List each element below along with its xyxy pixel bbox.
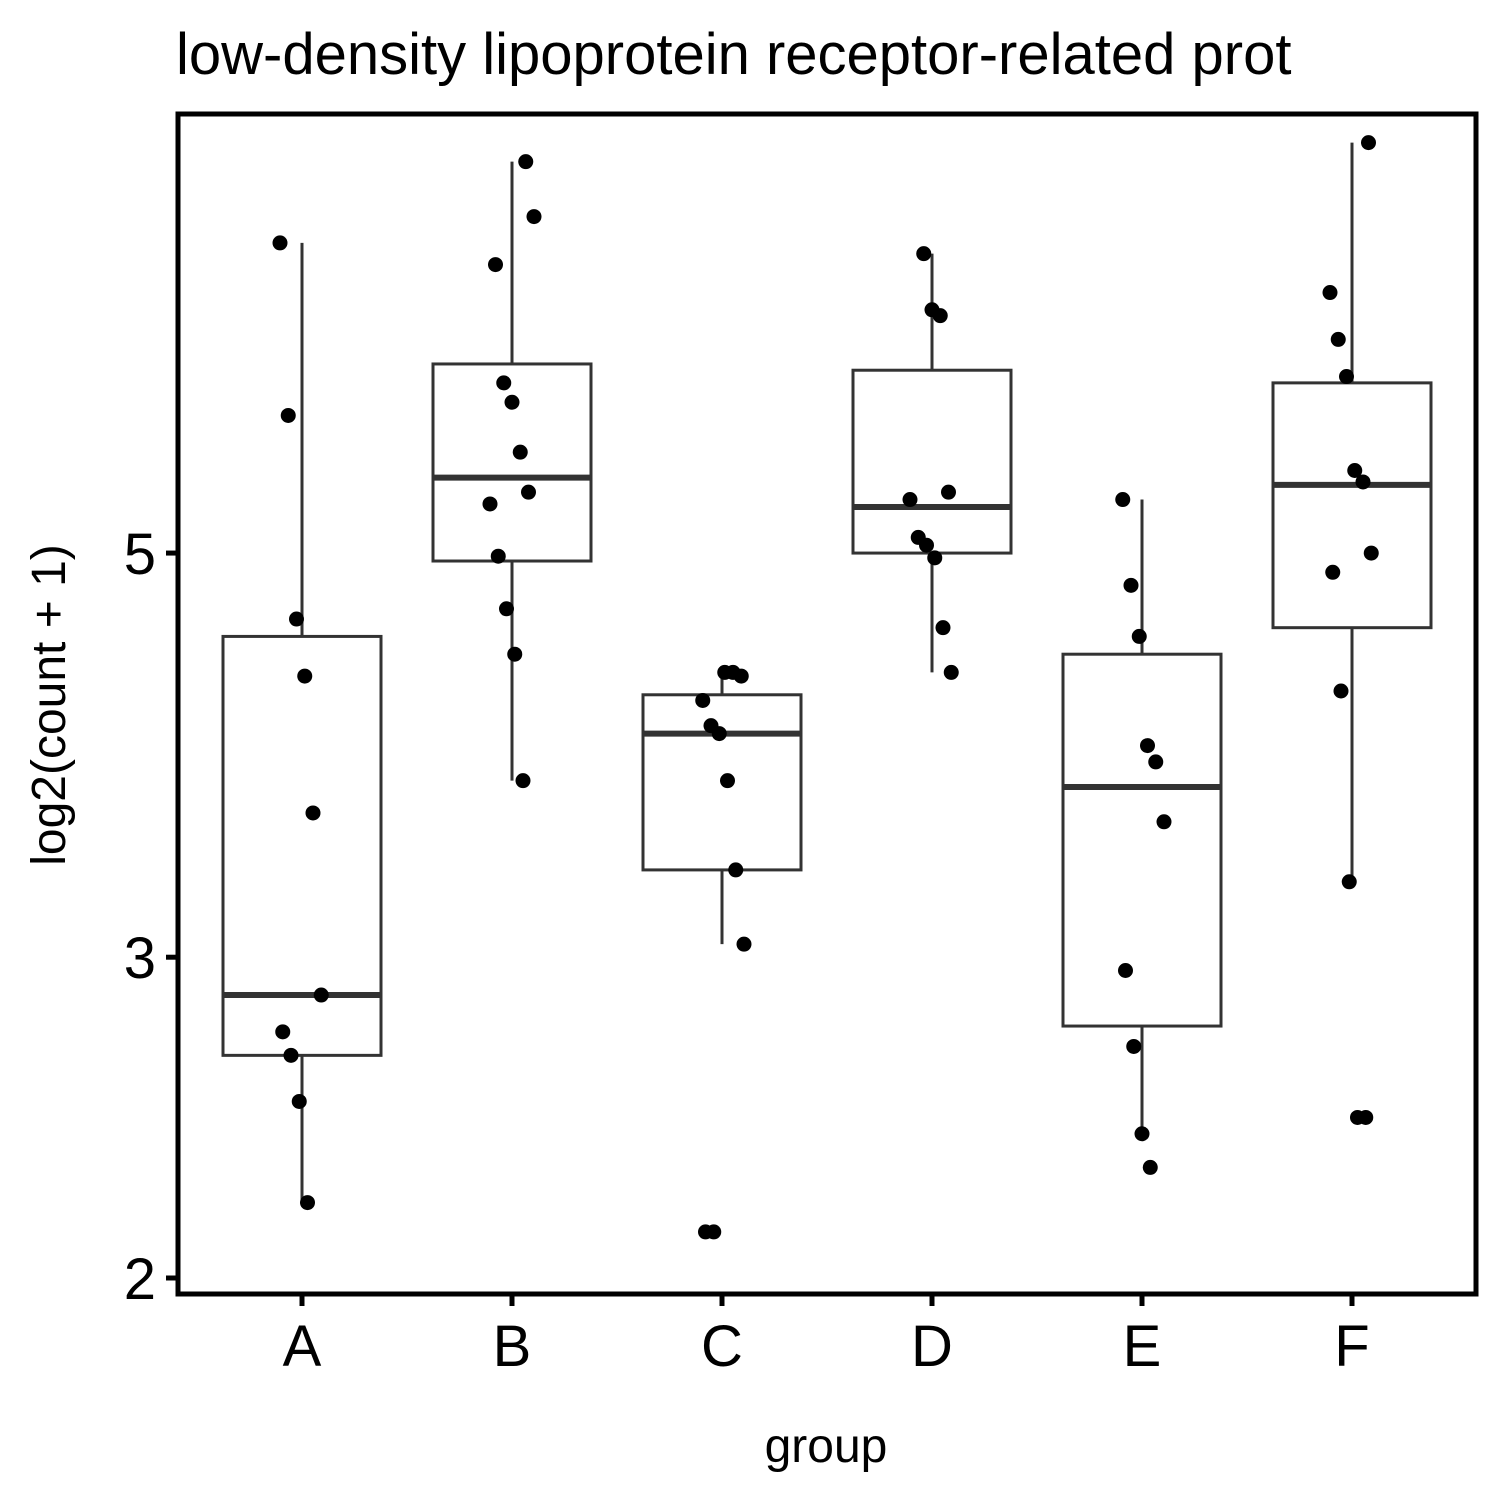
data-point <box>935 620 951 636</box>
data-point <box>1140 738 1155 754</box>
y-tick-label: 3 <box>124 926 156 991</box>
data-point <box>499 601 514 617</box>
y-tick-label: 2 <box>124 1247 156 1312</box>
data-point <box>300 1195 315 1211</box>
points-group-d <box>902 246 959 680</box>
data-point <box>504 394 520 410</box>
plot-area <box>221 135 1433 1240</box>
data-point <box>526 209 542 225</box>
data-point <box>1325 564 1341 580</box>
points-group-c <box>695 664 752 1240</box>
data-point <box>275 1024 291 1040</box>
data-point <box>297 668 313 684</box>
data-point <box>1322 285 1338 301</box>
data-point <box>1358 1109 1374 1125</box>
data-point <box>289 611 304 627</box>
data-point <box>1355 474 1371 490</box>
data-point <box>1142 1159 1158 1175</box>
data-point <box>482 496 498 512</box>
data-point <box>1123 577 1139 593</box>
data-point <box>518 154 534 170</box>
data-point <box>728 862 744 878</box>
x-tick-label: E <box>1123 1314 1162 1379</box>
box-group-f <box>1271 142 1433 882</box>
x-axis-title: group <box>765 1420 888 1473</box>
data-point <box>1118 963 1133 979</box>
data-point <box>1333 683 1349 699</box>
data-point <box>1339 369 1354 385</box>
box-group-c <box>641 672 803 945</box>
data-point <box>720 773 735 789</box>
box-iqr <box>1061 652 1223 1028</box>
data-point <box>490 548 506 564</box>
data-point <box>1134 1126 1150 1142</box>
data-point <box>283 1047 299 1063</box>
points-group-b <box>482 154 542 789</box>
data-point <box>305 805 321 821</box>
box-group-b <box>431 161 593 781</box>
box-iqr <box>431 362 593 563</box>
data-point <box>1363 545 1379 561</box>
data-point <box>1347 463 1363 479</box>
box-iqr <box>1271 381 1433 630</box>
data-point <box>706 1224 722 1240</box>
x-tick-label: B <box>493 1314 532 1379</box>
data-point <box>488 257 503 273</box>
data-point <box>1126 1038 1142 1054</box>
data-point <box>736 936 752 952</box>
data-point <box>1131 628 1147 644</box>
data-point <box>313 987 329 1003</box>
data-point <box>496 375 512 391</box>
data-point <box>515 773 531 789</box>
chart-title: low-density lipoprotein receptor-related… <box>176 22 1291 87</box>
data-point <box>941 484 956 500</box>
x-tick-label: A <box>283 1314 322 1379</box>
data-point <box>919 537 934 553</box>
x-tick-label: D <box>911 1314 953 1379</box>
data-point <box>521 484 536 500</box>
data-point <box>902 492 918 508</box>
data-point <box>943 664 959 680</box>
data-point <box>272 235 288 251</box>
data-point <box>1148 754 1164 770</box>
y-tick-label: 5 <box>124 522 156 587</box>
data-point <box>733 668 749 684</box>
data-point <box>1341 874 1357 890</box>
panel-border <box>175 111 1479 1297</box>
axes: 2 3 5 A B C D E F <box>124 111 1479 1379</box>
points-group-e <box>1115 492 1172 1175</box>
data-point <box>932 308 948 324</box>
points-group-f <box>1322 135 1379 1125</box>
y-axis-title: log2(count + 1) <box>23 544 76 866</box>
data-point <box>695 692 711 708</box>
data-point <box>1330 331 1346 347</box>
box-group-a <box>221 242 383 1203</box>
data-point <box>916 246 932 262</box>
data-point <box>711 726 727 742</box>
points-group-a <box>272 235 329 1211</box>
box-group-e <box>1061 499 1223 1134</box>
data-point <box>1361 135 1376 151</box>
data-point <box>507 646 523 662</box>
data-point <box>280 407 296 423</box>
data-point <box>927 550 943 566</box>
box-group-d <box>851 253 1013 673</box>
box-iqr <box>851 368 1013 555</box>
x-tick-label: C <box>701 1314 743 1379</box>
data-point <box>291 1093 307 1109</box>
data-point <box>1156 814 1172 830</box>
box-iqr <box>221 634 383 1057</box>
x-tick-label: F <box>1334 1314 1369 1379</box>
data-point <box>512 444 528 460</box>
data-point <box>1115 492 1131 508</box>
